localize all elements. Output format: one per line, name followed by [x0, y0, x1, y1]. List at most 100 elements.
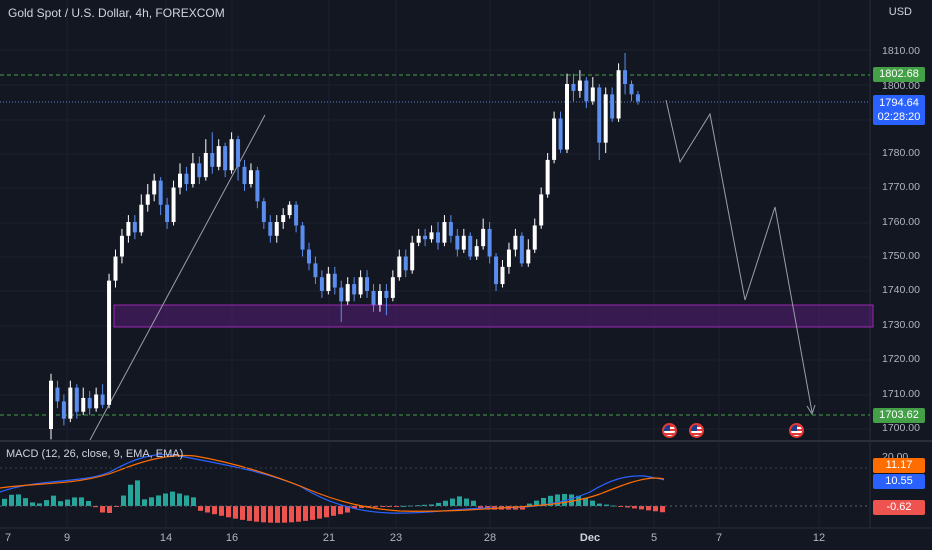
candle-body	[365, 277, 370, 291]
forecast-path	[665, 99, 813, 413]
macd-histogram-bar	[275, 506, 280, 523]
macd-histogram-bar	[128, 484, 133, 506]
candle-body	[461, 235, 466, 250]
macd-indicator-label[interactable]: MACD (12, 26, close, 9, EMA, EMA)	[6, 448, 184, 460]
candle-body	[345, 284, 350, 302]
candle-body	[184, 173, 189, 185]
candle-body	[255, 170, 260, 202]
candle-body	[506, 249, 511, 267]
candle-body	[319, 277, 324, 291]
macd-histogram-bar	[450, 498, 455, 506]
candle-body	[197, 163, 202, 178]
candle-body	[294, 204, 299, 226]
candle-body	[281, 215, 286, 222]
candle-body	[487, 228, 492, 257]
macd-histogram-bar	[51, 495, 56, 506]
macd-histogram-bar	[184, 495, 189, 506]
candle-body	[500, 266, 505, 285]
candle-body	[590, 87, 595, 102]
current-price-badge: 1794.64 02:28:20	[873, 95, 925, 125]
candle-body	[352, 284, 357, 295]
price-tick: 1750.00	[882, 250, 920, 262]
macd-histogram-bar	[86, 501, 91, 506]
macd-histogram-bar	[611, 505, 616, 507]
price-tick: 1800.00	[882, 80, 920, 92]
candle-body	[274, 222, 279, 236]
macd-histogram-bar	[226, 506, 231, 518]
candle-body	[68, 387, 73, 419]
us-flag-icon[interactable]	[789, 423, 804, 438]
macd-histogram-bar	[79, 497, 84, 506]
macd-histogram-bar	[240, 506, 245, 520]
candle-body	[126, 222, 131, 236]
candle-body	[165, 204, 170, 222]
time-tick: 9	[63, 532, 71, 544]
macd-histogram-bar	[646, 506, 651, 511]
macd-histogram-bar	[121, 495, 126, 506]
macd-histogram-bar	[44, 500, 49, 506]
macd-histogram-bar	[205, 506, 210, 513]
candle-body	[610, 94, 615, 119]
macd-histogram-bar	[9, 494, 14, 506]
macd-histogram-bar	[541, 497, 546, 506]
time-tick: 16	[225, 532, 239, 544]
candle-body	[132, 222, 137, 233]
macd-histogram-bar	[604, 504, 609, 506]
current-price: 1794.64	[879, 97, 919, 109]
us-flag-icon[interactable]	[689, 423, 704, 438]
candle-body	[223, 146, 228, 171]
candle-body	[190, 163, 195, 185]
candle-body	[268, 222, 273, 236]
macd-signal-badge: 11.17	[873, 458, 925, 473]
macd-histogram-bar	[324, 506, 329, 518]
candle-body	[74, 387, 79, 412]
candle-body	[210, 153, 215, 167]
candle-body	[545, 159, 550, 195]
macd-histogram-bar	[527, 503, 532, 506]
macd-histogram-bar	[569, 494, 574, 506]
macd-histogram-bar	[345, 506, 350, 513]
macd-histogram-bar	[254, 506, 259, 522]
time-tick: 21	[322, 532, 336, 544]
candle-body	[629, 84, 634, 95]
candle-body	[410, 242, 415, 271]
macd-histogram-bar	[520, 506, 525, 510]
macd-histogram-bar	[436, 502, 441, 506]
price-tick: 1780.00	[882, 147, 920, 159]
candle-body	[371, 291, 376, 305]
macd-histogram-bar	[30, 502, 35, 506]
candle-body	[300, 225, 305, 250]
macd-histogram-bar	[317, 506, 322, 519]
bar-countdown: 02:28:20	[877, 111, 921, 123]
us-flag-icon[interactable]	[662, 423, 677, 438]
macd-histogram-bar	[93, 506, 98, 508]
macd-histogram-bar	[198, 506, 203, 511]
macd-histogram-bar	[373, 506, 378, 508]
macd-histogram-bar	[37, 503, 42, 506]
macd-histogram-bar	[177, 493, 182, 506]
symbol-title[interactable]: Gold Spot / U.S. Dollar, 4h, FOREXCOM	[8, 6, 225, 20]
macd-histogram-bar	[170, 491, 175, 506]
macd-histogram-bar	[359, 506, 364, 509]
candle-body	[584, 80, 589, 102]
candle-body	[61, 401, 66, 419]
candle-body	[113, 256, 118, 281]
macd-histogram-bar	[268, 506, 273, 523]
macd-signal-line	[0, 454, 665, 512]
trend-line	[89, 114, 266, 441]
macd-histogram-bar	[415, 505, 420, 507]
macd-histogram-bar	[156, 495, 161, 506]
currency-label[interactable]: USD	[888, 6, 912, 18]
candle-body	[229, 139, 234, 171]
candle-body	[287, 204, 292, 216]
macd-histogram-bar	[191, 497, 196, 506]
candle-body	[203, 153, 208, 178]
candle-body	[442, 222, 447, 243]
candle-body	[326, 273, 331, 291]
macd-histogram-bar	[597, 503, 602, 506]
macd-histogram-bar	[142, 499, 147, 506]
candle-body	[339, 287, 344, 302]
candle-body	[261, 201, 266, 222]
candle-body	[55, 387, 60, 402]
